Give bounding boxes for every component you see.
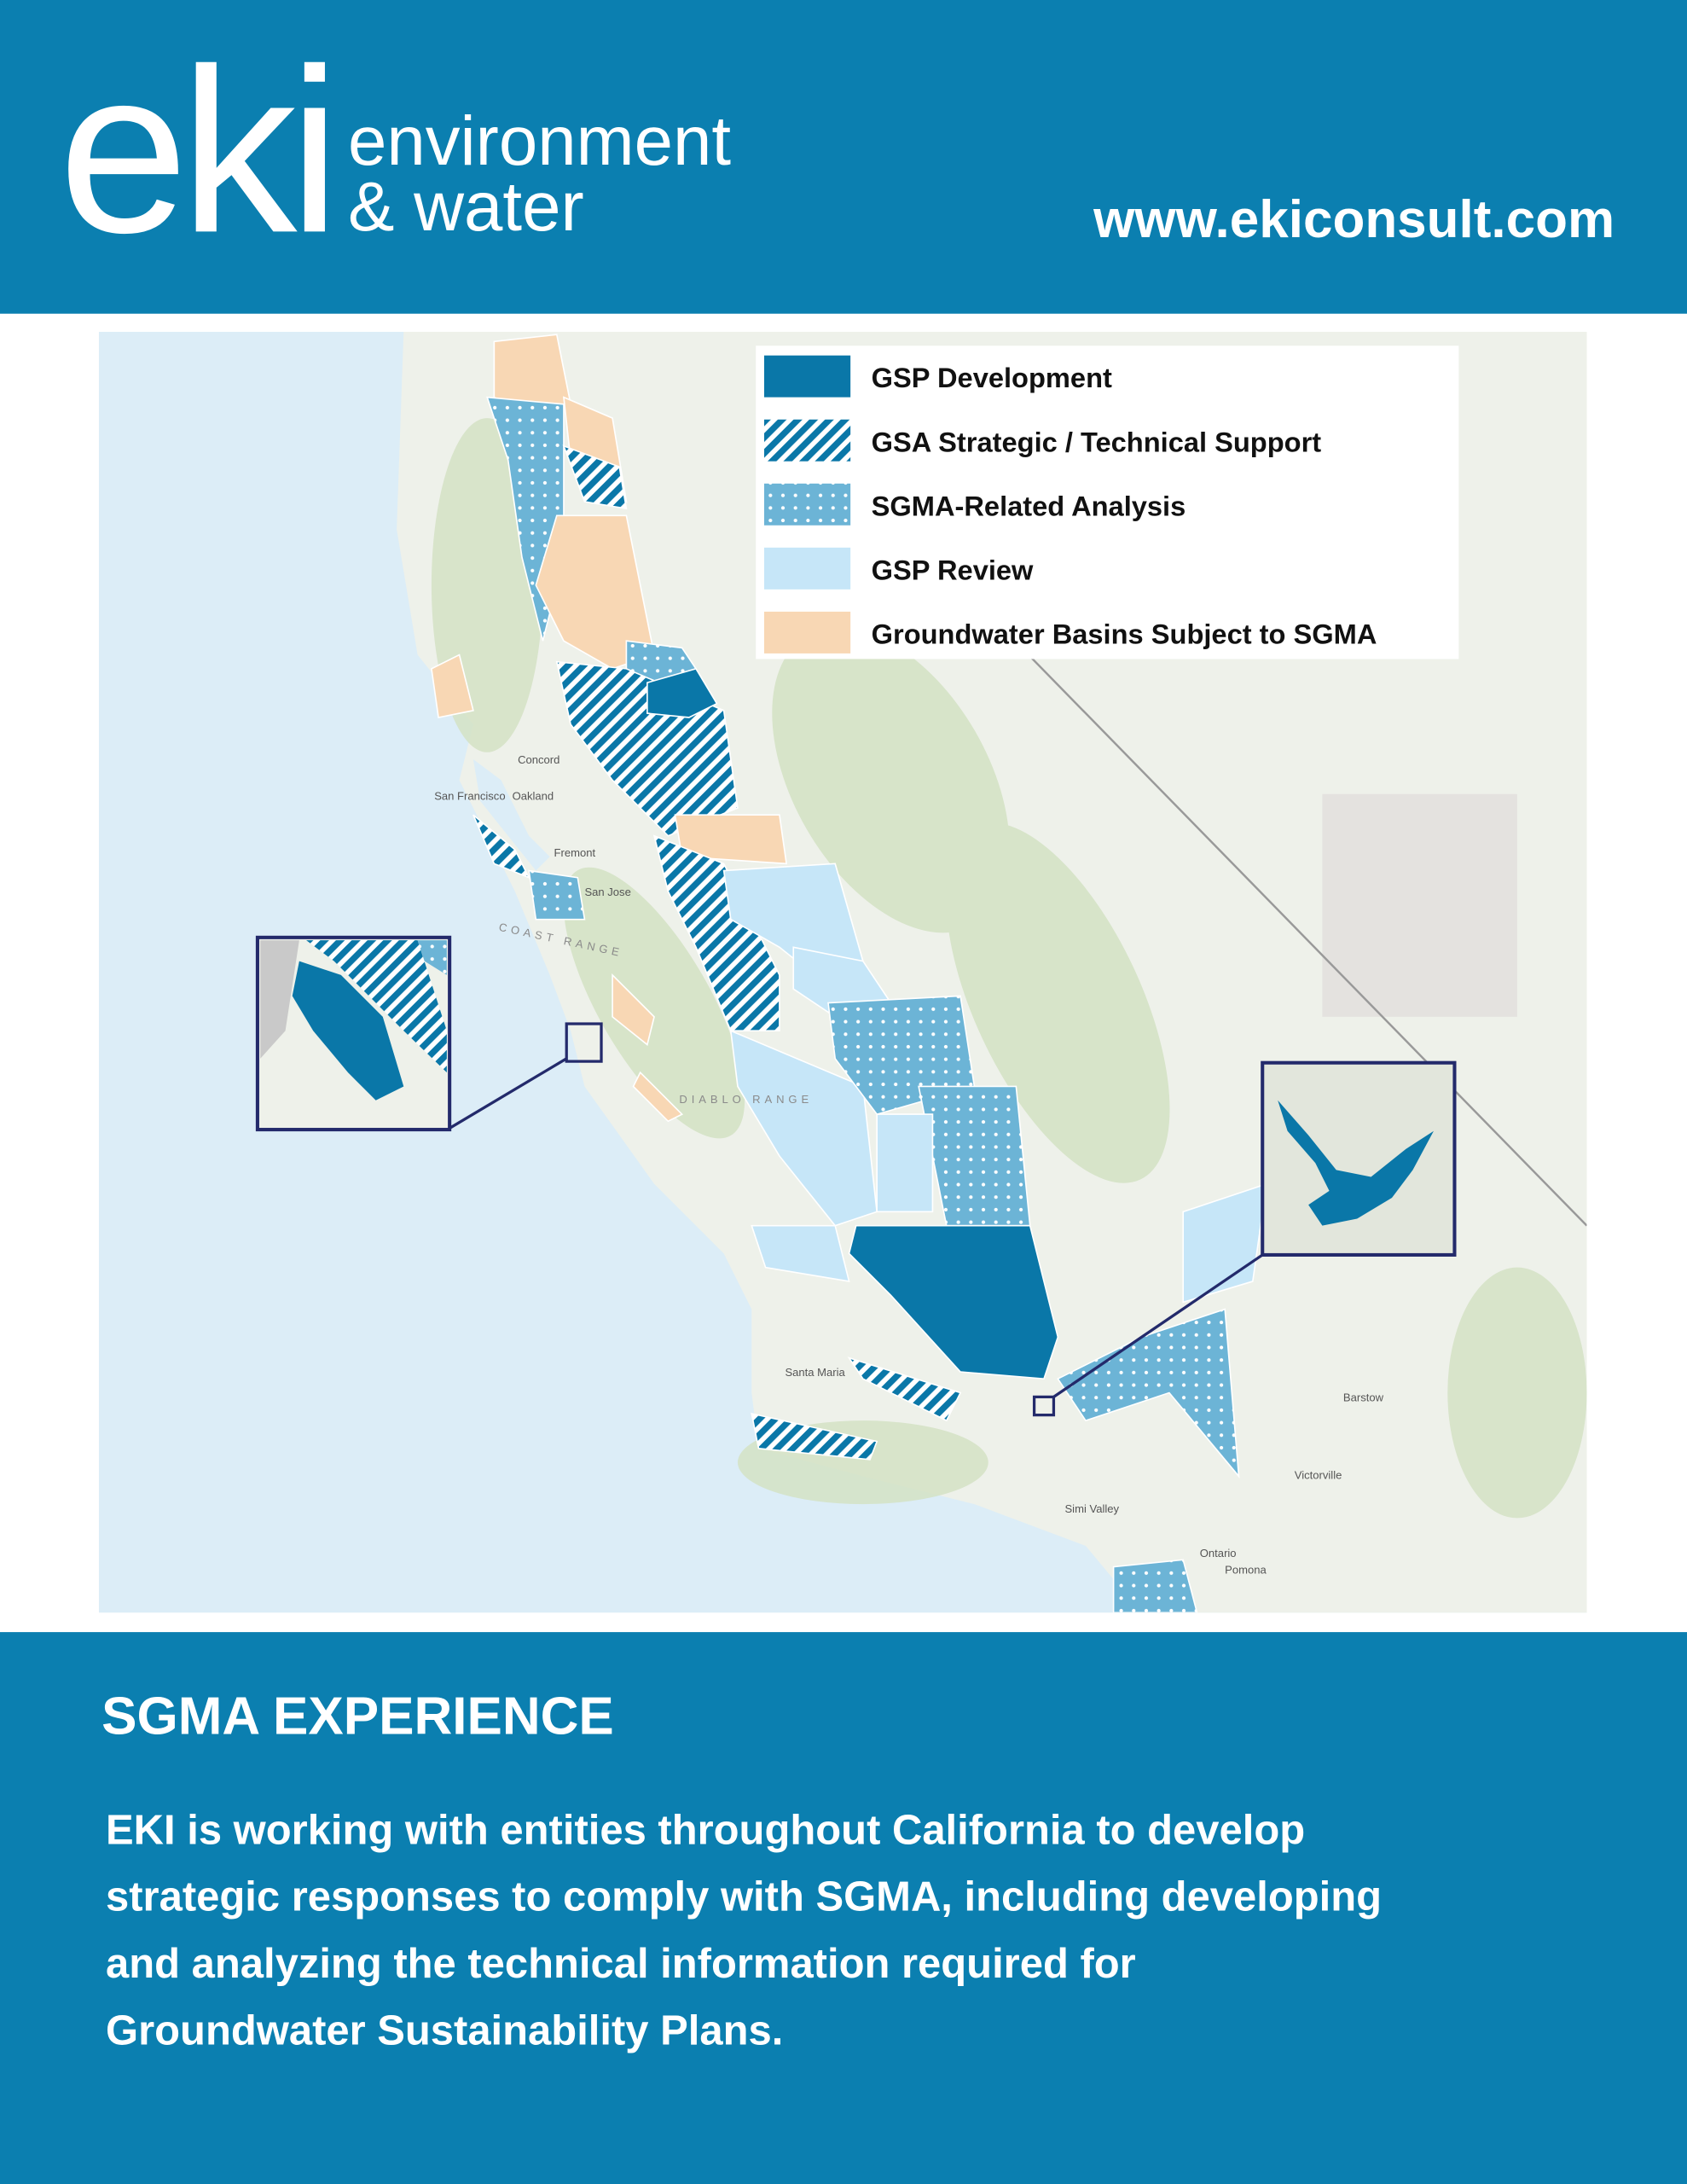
body-line: Groundwater Sustainability Plans. [106, 2007, 783, 2053]
legend-swatch [763, 355, 851, 398]
logo-line: & water [348, 168, 584, 246]
logo-mark: eki [59, 20, 333, 282]
place-label: Pomona [1225, 1564, 1267, 1577]
body-line: strategic responses to comply with SGMA,… [106, 1874, 1382, 1920]
place-label: Ontario [1200, 1547, 1237, 1560]
map-shape [612, 973, 655, 1046]
terrain [1322, 793, 1517, 1017]
legend-box [756, 346, 1459, 659]
map-shape [431, 653, 474, 718]
inset-connector [1052, 1253, 1264, 1398]
place-label: San Jose [584, 886, 630, 898]
legend: GSP Development GSA Strategic / Technica… [756, 346, 1459, 659]
legend-swatch [763, 547, 851, 590]
legend-label: GSA Strategic / Technical Support [872, 426, 1322, 457]
basins [431, 334, 1268, 1613]
map-shape [292, 961, 404, 1101]
map-element [946, 822, 1170, 1183]
logo-line: environment [348, 102, 731, 180]
map-element [563, 867, 745, 1139]
body-line: and analyzing the technical information … [106, 1941, 1136, 1987]
map-shape [472, 814, 530, 880]
map-shape [751, 1224, 850, 1282]
place-label: Concord [518, 753, 559, 766]
map-shape [876, 1113, 934, 1213]
bay [472, 758, 550, 871]
place-label: Simi Valley [1064, 1502, 1119, 1515]
legend-swatch [763, 483, 851, 526]
map-shape [417, 940, 447, 975]
footer-band [0, 1632, 1687, 2184]
range-label: DIABLO RANGE [679, 1093, 813, 1106]
place-label: Oakland [513, 789, 554, 802]
place-label: Victorville [1295, 1469, 1342, 1482]
inset-connector [449, 1057, 568, 1130]
map-shape [674, 814, 788, 865]
website-url[interactable]: www.ekiconsult.com [1093, 190, 1615, 249]
map-element [1447, 1267, 1587, 1519]
map-shape [1182, 1182, 1268, 1304]
legend-label: SGMA-Related Analysis [872, 490, 1186, 521]
map-shape [528, 869, 586, 921]
legend-swatch [763, 611, 851, 653]
map-shape [847, 1356, 962, 1422]
place-label: Fremont [554, 846, 596, 859]
legend-label: Groundwater Basins Subject to SGMA [872, 618, 1377, 649]
header-band [0, 0, 1687, 314]
map-shape [632, 1071, 684, 1123]
place-label: Santa Maria [785, 1366, 845, 1379]
inset-left [255, 935, 452, 1132]
place-label: San Francisco [434, 789, 505, 802]
map-shape [646, 667, 718, 718]
map-shape [751, 1412, 878, 1461]
place-label: Barstow [1343, 1391, 1384, 1403]
legend-label: GSP Development [872, 362, 1112, 393]
legend-label: GSP Review [872, 554, 1034, 585]
map: Concord San Francisco Oakland San Jose F… [98, 331, 1587, 1613]
inset-marker [1032, 1395, 1056, 1417]
map-shape [1278, 1100, 1434, 1226]
inset-right [1261, 1060, 1457, 1257]
map-shape [306, 940, 447, 1073]
terrain [431, 418, 1587, 1519]
legend-swatch [763, 419, 851, 462]
map-shape [848, 1224, 1059, 1380]
map-shape [260, 940, 299, 1059]
map-shape [1112, 1559, 1198, 1613]
inset-marker [565, 1022, 603, 1063]
map-element [1261, 1060, 1457, 1257]
map-element [772, 627, 1010, 933]
map-shape [562, 444, 628, 510]
body-line: EKI is working with entities throughout … [106, 1807, 1305, 1853]
boundary [959, 584, 1587, 1227]
section-title: SGMA EXPERIENCE [101, 1687, 614, 1745]
